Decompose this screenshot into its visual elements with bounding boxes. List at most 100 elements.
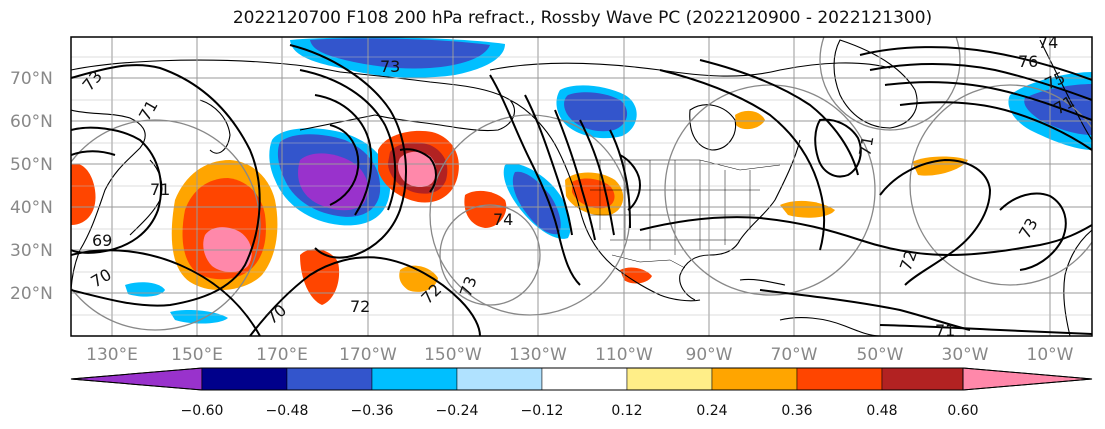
coast-kamchatka	[199, 99, 231, 154]
coast-south-america	[779, 317, 881, 336]
colorbar-segment-4	[456, 367, 543, 391]
coast-hudson	[689, 104, 737, 151]
lat-label-20n: 20°N	[10, 284, 53, 304]
lon-label-170e: 170°E	[256, 345, 308, 365]
contour-label-4: 71	[150, 180, 170, 199]
ray-circle-6	[819, 37, 961, 131]
contour-15	[71, 249, 261, 336]
colorbar-segment-5	[541, 367, 628, 391]
contour-label-2: 73	[380, 57, 400, 76]
ray-circle-1	[71, 119, 261, 331]
coast-gulf	[659, 294, 701, 302]
contour-1	[71, 64, 261, 307]
contour-label-18: 74	[493, 210, 513, 229]
shade-blue-north	[310, 38, 490, 69]
colorbar-tick-8: 0.48	[866, 403, 897, 419]
shade-orange-asia	[71, 163, 96, 225]
lat-label-60n: 60°N	[10, 112, 53, 132]
colorbar-tick-5: 0.12	[611, 403, 642, 419]
shade-orange-hudson	[735, 110, 765, 130]
lon-label-50w: 50°W	[857, 345, 904, 365]
contour-20	[814, 118, 862, 178]
contour-label-11: 76	[1018, 52, 1038, 71]
contour-23	[884, 81, 1092, 121]
coast-canada-north	[489, 62, 891, 77]
lon-label-90w: 90°W	[686, 345, 733, 365]
shade-cyan-tropics2	[170, 310, 228, 324]
colorbar-segment-7	[711, 367, 798, 391]
coast-alaska	[339, 71, 515, 132]
contour-11	[579, 119, 615, 236]
contour-8	[489, 74, 581, 286]
contour-7	[399, 148, 437, 193]
lat-label-40n: 40°N	[10, 198, 53, 218]
contour-24	[899, 101, 1092, 151]
contour-26	[999, 192, 1067, 271]
coast-na-west	[509, 99, 661, 296]
latitude-labels: 70°N 60°N 50°N 40°N 30°N 20°N	[10, 69, 53, 304]
contour-18	[659, 69, 826, 251]
ray-circle-5	[909, 84, 1092, 286]
lon-label-150e: 150°E	[171, 345, 223, 365]
colorbar-tick-9: 0.60	[947, 403, 978, 419]
colorbar-segment-0	[70, 367, 203, 391]
map-frame	[70, 36, 1093, 337]
colorbar-segment-3	[371, 367, 458, 391]
contour-6	[329, 124, 360, 206]
contour-10	[554, 109, 596, 241]
lon-label-110w: 110°W	[595, 345, 653, 365]
lon-label-10w: 10°W	[1027, 345, 1074, 365]
map-title: 2022120700 F108 200 hPa refract., Rossby…	[232, 8, 933, 28]
colorbar-tick-7: 0.36	[781, 403, 812, 419]
colorbar-tick-1: −0.48	[266, 403, 309, 419]
lat-label-70n: 70°N	[10, 69, 53, 89]
lon-label-70w: 70°W	[771, 345, 818, 365]
contour-21	[859, 46, 1092, 81]
colorbar: −0.60 −0.48 −0.36 −0.24 −0.12 0.12 0.24 …	[70, 367, 1093, 419]
ray-circle-4	[664, 84, 876, 296]
lon-label-30w: 30°W	[942, 345, 989, 365]
border-states-2	[590, 189, 760, 241]
colorbar-segment-1	[201, 367, 288, 391]
lon-label-130e: 130°E	[86, 345, 138, 365]
contour-19	[699, 59, 859, 176]
contour-12	[609, 129, 631, 229]
contour-17	[639, 216, 1092, 257]
contour-28	[879, 324, 1092, 335]
contour-label-19: 72	[350, 297, 370, 316]
shade-purple-center	[298, 153, 368, 211]
height-contours	[71, 44, 1092, 336]
colorbar-segment-9	[881, 367, 964, 391]
shade-orange-140w	[464, 190, 507, 228]
lon-label-170w: 170°W	[339, 345, 397, 365]
contour-label-16: 71	[935, 321, 955, 340]
contour-3	[289, 44, 407, 259]
contour-25	[879, 158, 992, 286]
contour-4	[299, 69, 397, 211]
shade-orange-npac	[300, 249, 340, 305]
lat-label-50n: 50°N	[10, 155, 53, 175]
anomaly-shading	[71, 37, 1092, 324]
colorbar-outline	[70, 367, 1093, 391]
shade-blue-natl	[1024, 84, 1092, 135]
contour-label-5: 69	[92, 231, 112, 250]
contour-label-10: 74	[1038, 33, 1058, 52]
contour-5	[314, 94, 373, 216]
coast-africa	[1063, 229, 1092, 336]
contour-16	[249, 256, 481, 336]
colorbar-segment-10	[962, 367, 1093, 391]
longitude-labels: 130°E 150°E 170°E 170°W 150°W 130°W 110°…	[86, 345, 1074, 365]
border-us-canada	[570, 159, 781, 171]
shade-orange-mex	[620, 267, 652, 284]
shade-blue-westcoast	[512, 171, 561, 235]
contour-27	[759, 289, 971, 331]
lat-label-30n: 30°N	[10, 241, 53, 261]
contour-22	[869, 63, 1092, 101]
ray-circle-2	[439, 204, 541, 306]
colorbar-segment-2	[286, 367, 373, 391]
lon-label-130w: 130°W	[509, 345, 567, 365]
colorbar-tick-3: −0.24	[436, 403, 479, 419]
coast-siberia	[71, 59, 341, 73]
shade-pink-cell	[397, 151, 437, 188]
